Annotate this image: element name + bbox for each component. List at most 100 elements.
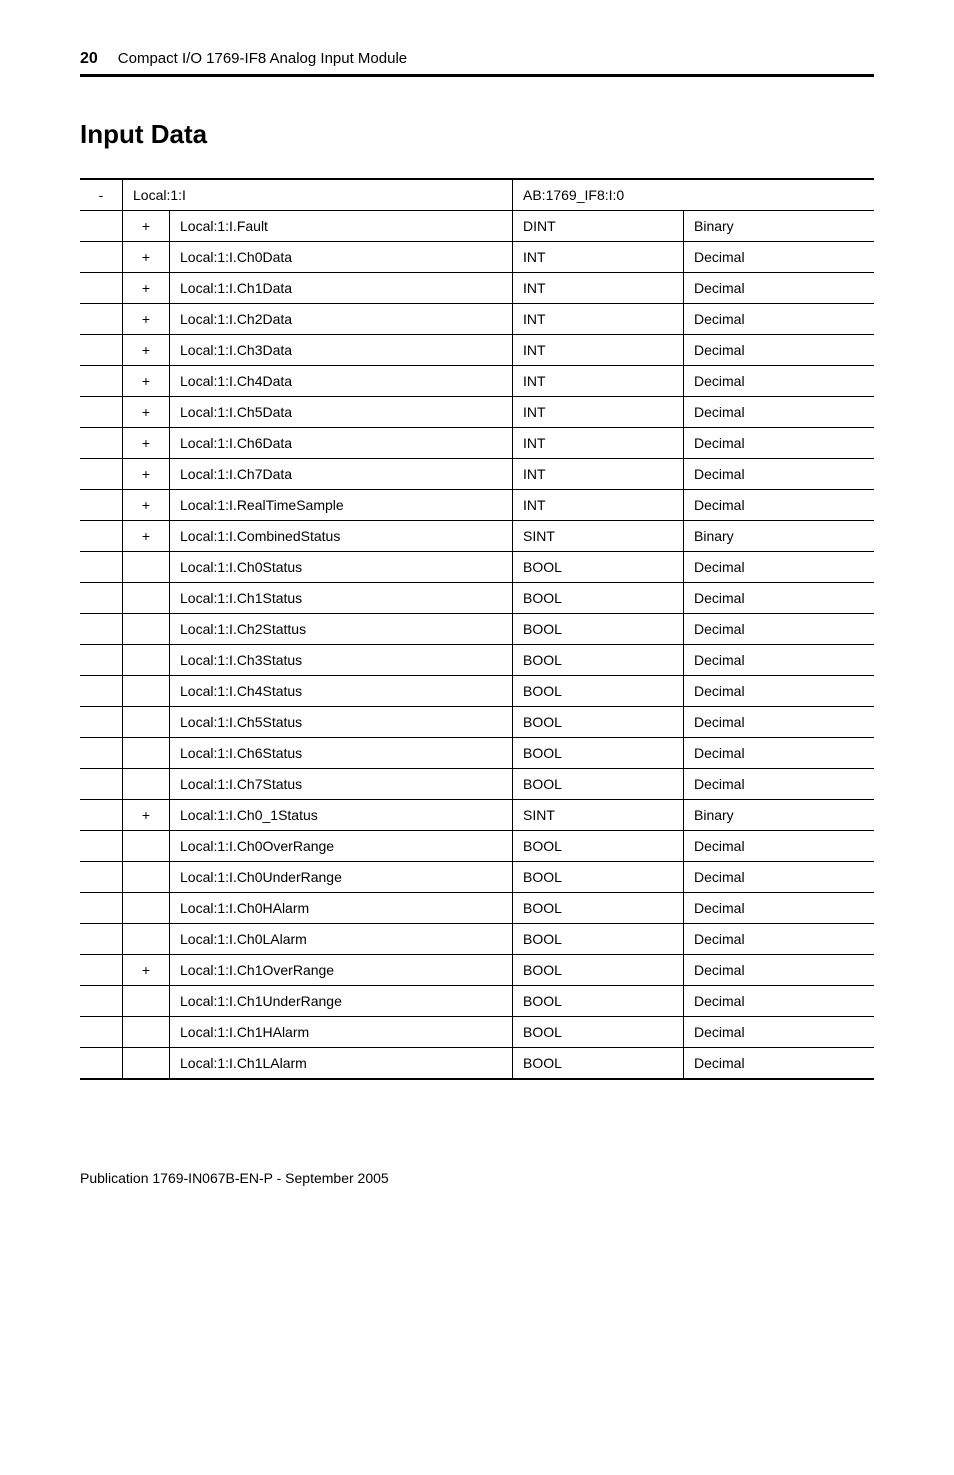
table-row: Local:1:I.Ch5StatusBOOLDecimal (80, 707, 874, 738)
expand-toggle[interactable]: + (123, 521, 170, 552)
row-marker (80, 831, 123, 862)
tag-name: Local:1:I.Ch0_1Status (170, 800, 513, 831)
tag-type: SINT (513, 521, 684, 552)
expand-toggle (123, 645, 170, 676)
tag-name: Local:1:I.Ch0Data (170, 242, 513, 273)
expand-toggle[interactable]: + (123, 490, 170, 521)
tag-name: Local:1:I.Ch2Stattus (170, 614, 513, 645)
tag-style: Decimal (684, 490, 875, 521)
tag-type: BOOL (513, 986, 684, 1017)
expand-toggle[interactable]: + (123, 800, 170, 831)
tag-style: Decimal (684, 583, 875, 614)
table-row: -Local:1:IAB:1769_IF8:I:0 (80, 179, 874, 211)
running-header: 20 Compact I/O 1769-IF8 Analog Input Mod… (80, 50, 874, 77)
row-marker (80, 366, 123, 397)
row-marker (80, 304, 123, 335)
expand-toggle[interactable]: + (123, 304, 170, 335)
row-marker (80, 397, 123, 428)
document-title: Compact I/O 1769-IF8 Analog Input Module (118, 50, 407, 67)
tag-style: Binary (684, 211, 875, 242)
table-row: Local:1:I.Ch3StatusBOOLDecimal (80, 645, 874, 676)
row-marker (80, 614, 123, 645)
tag-name: Local:1:I.Ch3Data (170, 335, 513, 366)
table-row: Local:1:I.Ch7StatusBOOLDecimal (80, 769, 874, 800)
tag-name: Local:1:I.Ch0LAlarm (170, 924, 513, 955)
expand-toggle (123, 862, 170, 893)
tag-style: Binary (684, 521, 875, 552)
tag-name: Local:1:I.RealTimeSample (170, 490, 513, 521)
table-row: Local:1:I.Ch0UnderRangeBOOLDecimal (80, 862, 874, 893)
tag-name: Local:1:I.Ch0HAlarm (170, 893, 513, 924)
expand-toggle[interactable]: + (123, 211, 170, 242)
tag-name: Local:1:I.Ch4Status (170, 676, 513, 707)
tag-style: Decimal (684, 986, 875, 1017)
expand-toggle (123, 614, 170, 645)
row-marker (80, 676, 123, 707)
row-marker (80, 1017, 123, 1048)
table-row: +Local:1:I.Ch1OverRangeBOOLDecimal (80, 955, 874, 986)
row-marker (80, 738, 123, 769)
table-row: Local:1:I.Ch1LAlarmBOOLDecimal (80, 1048, 874, 1080)
tag-style: Decimal (684, 893, 875, 924)
tag-style: Decimal (684, 335, 875, 366)
table-row: +Local:1:I.CombinedStatusSINTBinary (80, 521, 874, 552)
tag-type: BOOL (513, 893, 684, 924)
expand-toggle[interactable]: + (123, 459, 170, 490)
row-marker (80, 893, 123, 924)
expand-toggle (123, 552, 170, 583)
row-marker (80, 862, 123, 893)
tag-style: Decimal (684, 645, 875, 676)
tag-style: Decimal (684, 1048, 875, 1080)
tag-name: Local:1:I.Ch1OverRange (170, 955, 513, 986)
tag-type: BOOL (513, 738, 684, 769)
row-marker (80, 1048, 123, 1080)
table-row: +Local:1:I.Ch4DataINTDecimal (80, 366, 874, 397)
tag-type: BOOL (513, 955, 684, 986)
input-data-table: -Local:1:IAB:1769_IF8:I:0+Local:1:I.Faul… (80, 178, 874, 1080)
expand-toggle[interactable]: + (123, 428, 170, 459)
expand-toggle[interactable]: + (123, 397, 170, 428)
tag-type: BOOL (513, 1017, 684, 1048)
tag-name: Local:1:I.Ch1LAlarm (170, 1048, 513, 1080)
table-row: Local:1:I.Ch0HAlarmBOOLDecimal (80, 893, 874, 924)
expand-toggle (123, 1017, 170, 1048)
expand-toggle (123, 583, 170, 614)
table-row: Local:1:I.Ch0LAlarmBOOLDecimal (80, 924, 874, 955)
tag-type: BOOL (513, 1048, 684, 1080)
tag-style: Decimal (684, 955, 875, 986)
row-marker (80, 645, 123, 676)
expand-toggle[interactable]: + (123, 955, 170, 986)
tag-style: Decimal (684, 304, 875, 335)
tag-name: Local:1:I.Ch5Status (170, 707, 513, 738)
table-row: Local:1:I.Ch0StatusBOOLDecimal (80, 552, 874, 583)
expand-toggle[interactable]: + (123, 242, 170, 273)
table-row: +Local:1:I.Ch0DataINTDecimal (80, 242, 874, 273)
table-row: +Local:1:I.Ch2DataINTDecimal (80, 304, 874, 335)
tag-type: INT (513, 304, 684, 335)
tag-name: Local:1:I.Ch0UnderRange (170, 862, 513, 893)
expand-toggle[interactable]: + (123, 273, 170, 304)
row-marker (80, 955, 123, 986)
expand-toggle (123, 924, 170, 955)
row-marker (80, 521, 123, 552)
tag-name: Local:1:I.Ch6Data (170, 428, 513, 459)
tag-style: Decimal (684, 769, 875, 800)
tag-name: Local:1:I.Ch3Status (170, 645, 513, 676)
tag-style: Decimal (684, 862, 875, 893)
table-row: +Local:1:I.Ch7DataINTDecimal (80, 459, 874, 490)
tag-name: Local:1:I.Ch1Status (170, 583, 513, 614)
tag-type: INT (513, 459, 684, 490)
expand-toggle[interactable]: + (123, 335, 170, 366)
row-marker (80, 583, 123, 614)
tag-type: INT (513, 490, 684, 521)
tag-name: Local:1:I.Ch5Data (170, 397, 513, 428)
row-marker (80, 459, 123, 490)
tag-name: Local:1:I.Ch0Status (170, 552, 513, 583)
expand-toggle[interactable]: + (123, 366, 170, 397)
tag-type: BOOL (513, 645, 684, 676)
tag-name: Local:1:I (123, 179, 513, 211)
tag-style: Decimal (684, 831, 875, 862)
table-row: Local:1:I.Ch6StatusBOOLDecimal (80, 738, 874, 769)
row-marker (80, 490, 123, 521)
tag-type: BOOL (513, 831, 684, 862)
